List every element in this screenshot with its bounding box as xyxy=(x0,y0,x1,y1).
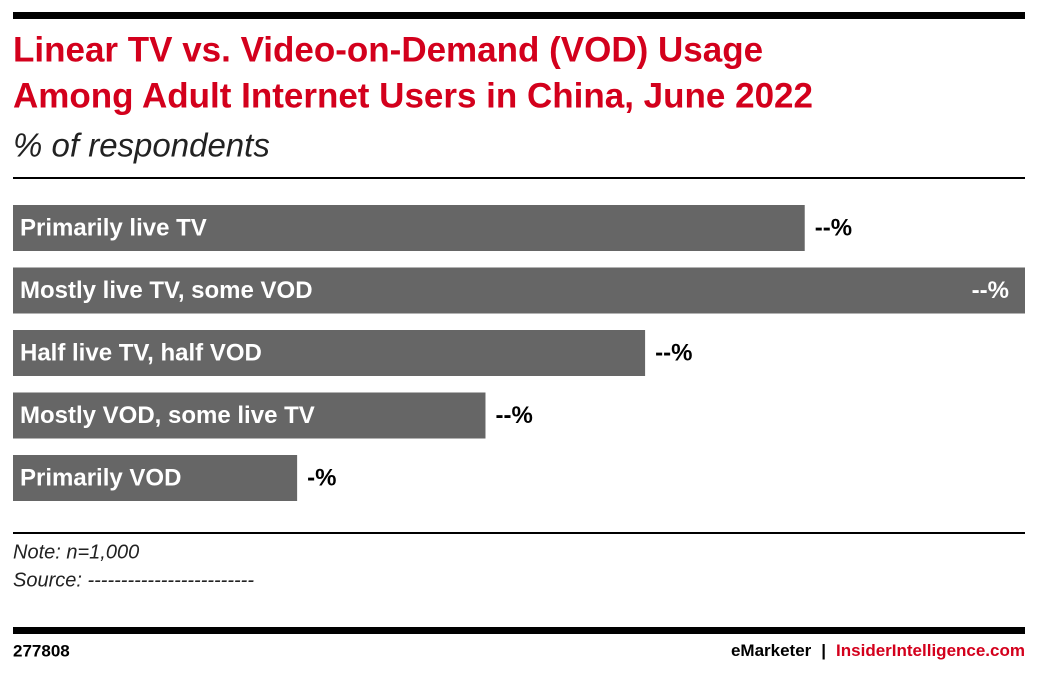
chart-subtitle: % of respondents xyxy=(13,127,270,164)
bar xyxy=(13,330,646,376)
value-label: --% xyxy=(655,339,692,366)
bar xyxy=(13,267,1025,314)
category-label: Primarily VOD xyxy=(20,464,181,491)
category-label: Mostly live TV, some VOD xyxy=(20,277,313,304)
chart-id: 277808 xyxy=(13,641,70,660)
category-label: Half live TV, half VOD xyxy=(20,339,262,366)
bar xyxy=(13,205,805,251)
separator: | xyxy=(821,641,826,660)
bar xyxy=(13,455,298,501)
value-label: --% xyxy=(972,277,1009,304)
bottom-rule xyxy=(13,627,1025,634)
value-label: --% xyxy=(815,214,852,241)
chart-title-line: Linear TV vs. Video-on-Demand (VOD) Usag… xyxy=(13,30,763,69)
category-label: Mostly VOD, some live TV xyxy=(20,402,315,429)
footer-brand: eMarketer | InsiderIntelligence.com xyxy=(731,641,1025,660)
rule xyxy=(13,532,1025,534)
bar xyxy=(13,392,486,439)
category-label: Primarily live TV xyxy=(20,214,207,241)
value-label: --% xyxy=(495,402,532,429)
value-label: -% xyxy=(307,464,336,491)
site: InsiderIntelligence.com xyxy=(836,641,1025,660)
top-rule xyxy=(13,12,1025,19)
brand: eMarketer xyxy=(731,641,812,660)
note: Note: n=1,000 xyxy=(13,541,139,563)
source: Source: ------------------------- xyxy=(13,569,254,591)
chart-title-line: Among Adult Internet Users in China, Jun… xyxy=(13,76,813,115)
rule xyxy=(13,177,1025,179)
